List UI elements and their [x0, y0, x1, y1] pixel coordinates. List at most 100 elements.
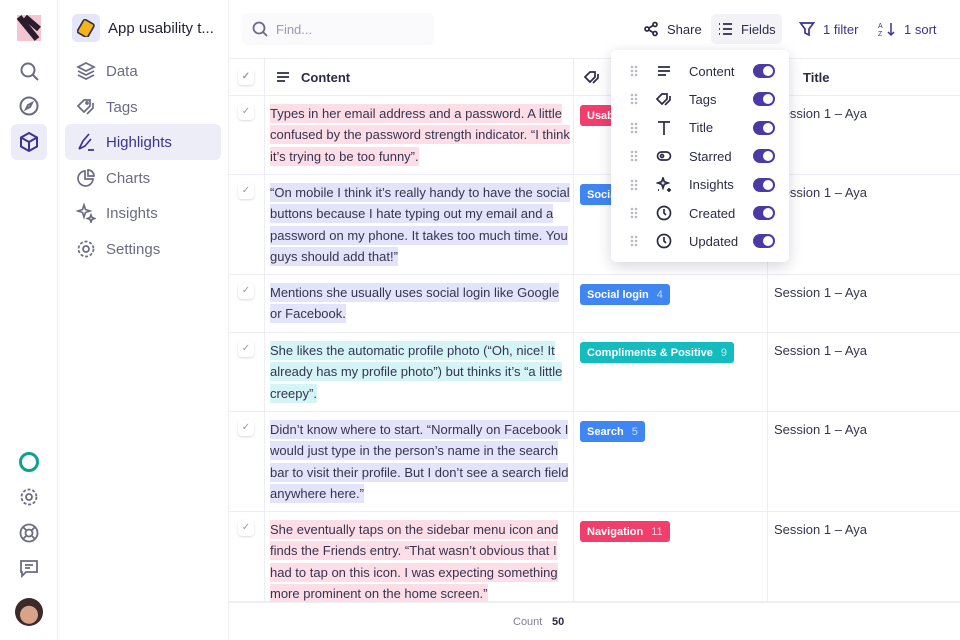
- row-checkbox[interactable]: ✓: [238, 341, 254, 357]
- title-cell: Session 1 – Aya: [774, 522, 867, 537]
- field-toggle[interactable]: [753, 149, 775, 164]
- nav-item-settings[interactable]: Settings: [65, 231, 221, 267]
- fields-menu: Content Tags Title Starred Insights Crea…: [611, 50, 789, 262]
- tags-icon: [656, 91, 672, 107]
- search-input[interactable]: Find...: [242, 13, 434, 45]
- column-divider: [573, 58, 574, 602]
- drag-handle-icon[interactable]: [630, 121, 638, 134]
- highlight-content[interactable]: Didn’t know where to start. “Normally on…: [270, 420, 569, 503]
- field-toggle[interactable]: [753, 120, 775, 135]
- title-cell: Session 1 – Aya: [774, 343, 867, 358]
- column-divider: [264, 58, 265, 602]
- share-icon: [644, 21, 658, 37]
- sort-icon: AZ: [878, 23, 895, 37]
- field-created[interactable]: Created: [611, 199, 789, 227]
- fields-button[interactable]: Fields: [711, 14, 782, 44]
- nav-item-charts[interactable]: Charts: [65, 160, 221, 196]
- column-header-tags[interactable]: [584, 59, 600, 95]
- select-all-checkbox[interactable]: ✓: [238, 59, 254, 95]
- gear-icon[interactable]: [11, 479, 47, 515]
- column-header-title[interactable]: Title: [803, 69, 830, 85]
- chat-icon[interactable]: [11, 550, 47, 586]
- status-ring-icon[interactable]: [11, 444, 47, 480]
- project-title: App usability t...: [108, 19, 214, 37]
- app-logo[interactable]: [11, 10, 47, 46]
- field-starred[interactable]: Starred: [611, 142, 789, 170]
- field-content[interactable]: Content: [611, 57, 789, 85]
- table-row[interactable]: ✓ She likes the automatic profile photo …: [229, 333, 960, 412]
- field-toggle[interactable]: [753, 177, 775, 192]
- drag-handle-icon[interactable]: [630, 150, 638, 163]
- highlight-content[interactable]: Types in her email address and a passwor…: [270, 104, 570, 166]
- nav-item-insights[interactable]: Insights: [65, 195, 221, 231]
- field-toggle[interactable]: [753, 64, 775, 78]
- tag-badge[interactable]: Search 5: [580, 421, 645, 442]
- column-header-content[interactable]: Content: [275, 59, 350, 95]
- table-footer: Count 50: [229, 602, 960, 640]
- drag-handle-icon[interactable]: [630, 235, 638, 248]
- highlight-content[interactable]: “On mobile I think it’s really handy to …: [270, 183, 570, 266]
- project-header[interactable]: App usability t...: [72, 14, 214, 42]
- tag-badge[interactable]: Navigation 11: [580, 521, 670, 542]
- svg-text:Z: Z: [878, 31, 883, 37]
- field-toggle[interactable]: [753, 234, 775, 249]
- nav-item-tags[interactable]: Tags: [65, 89, 221, 125]
- field-updated[interactable]: Updated: [611, 227, 789, 255]
- row-checkbox[interactable]: ✓: [238, 283, 254, 299]
- list-icon: [719, 23, 732, 35]
- field-toggle[interactable]: [753, 92, 775, 107]
- drag-handle-icon[interactable]: [630, 93, 638, 106]
- drag-handle-icon[interactable]: [630, 207, 638, 219]
- search-icon[interactable]: [11, 53, 47, 89]
- highlight-content[interactable]: She eventually taps on the sidebar menu …: [270, 520, 559, 603]
- count-value: 50: [552, 616, 565, 628]
- filter-button[interactable]: 1 filter: [793, 14, 864, 44]
- nav-item-highlights[interactable]: Highlights: [65, 124, 221, 160]
- help-icon[interactable]: [11, 515, 47, 551]
- avatar[interactable]: [11, 594, 47, 630]
- compass-icon[interactable]: [11, 88, 47, 124]
- drag-handle-icon[interactable]: [630, 65, 638, 77]
- table-row[interactable]: ✓ Mentions she usually uses social login…: [229, 275, 960, 333]
- table-row[interactable]: ✓ “On mobile I think it’s really handy t…: [229, 175, 960, 275]
- nav-item-data[interactable]: Data: [65, 53, 221, 89]
- row-checkbox[interactable]: ✓: [238, 420, 254, 436]
- table-header: ✓ Content Title: [229, 58, 960, 96]
- row-checkbox[interactable]: ✓: [238, 520, 254, 536]
- row-checkbox[interactable]: ✓: [238, 104, 254, 120]
- row-checkbox[interactable]: ✓: [238, 183, 254, 199]
- title-cell: Session 1 – Aya: [774, 185, 867, 200]
- tags-icon: [584, 71, 599, 84]
- title-cell: Session 1 – Aya: [774, 285, 867, 300]
- tag-badge[interactable]: Social login 4: [580, 284, 670, 305]
- starred-icon: [656, 148, 672, 164]
- table-row[interactable]: ✓ She eventually taps on the sidebar men…: [229, 512, 960, 603]
- phone-icon: [72, 14, 100, 42]
- filter-icon: [799, 22, 815, 37]
- field-toggle[interactable]: [753, 206, 775, 220]
- pie-chart-icon: [77, 169, 95, 187]
- share-button[interactable]: Share: [637, 14, 708, 44]
- count-label: Count: [513, 616, 543, 628]
- text-icon: [656, 63, 672, 79]
- clock-icon: [656, 233, 672, 249]
- svg-text:A: A: [878, 23, 883, 30]
- table-row[interactable]: ✓ Didn’t know where to start. “Normally …: [229, 412, 960, 512]
- column-divider: [767, 58, 768, 602]
- cube-icon[interactable]: [11, 124, 47, 160]
- tag-badge[interactable]: Compliments & Positive 9: [580, 342, 735, 363]
- highlight-content[interactable]: Mentions she usually uses social login l…: [270, 283, 560, 324]
- table-row[interactable]: ✓ Types in her email address and a passw…: [229, 96, 960, 175]
- field-insights[interactable]: Insights: [611, 171, 789, 199]
- sparkles-icon: [76, 203, 96, 223]
- title-cell: Session 1 – Aya: [774, 106, 867, 121]
- highlight-content[interactable]: She likes the automatic profile photo (“…: [270, 341, 563, 403]
- field-tags[interactable]: Tags: [611, 85, 789, 113]
- search-icon: [252, 21, 268, 37]
- layers-icon: [76, 62, 96, 80]
- field-title[interactable]: Title: [611, 114, 789, 142]
- clock-icon: [656, 205, 672, 221]
- drag-handle-icon[interactable]: [630, 178, 638, 191]
